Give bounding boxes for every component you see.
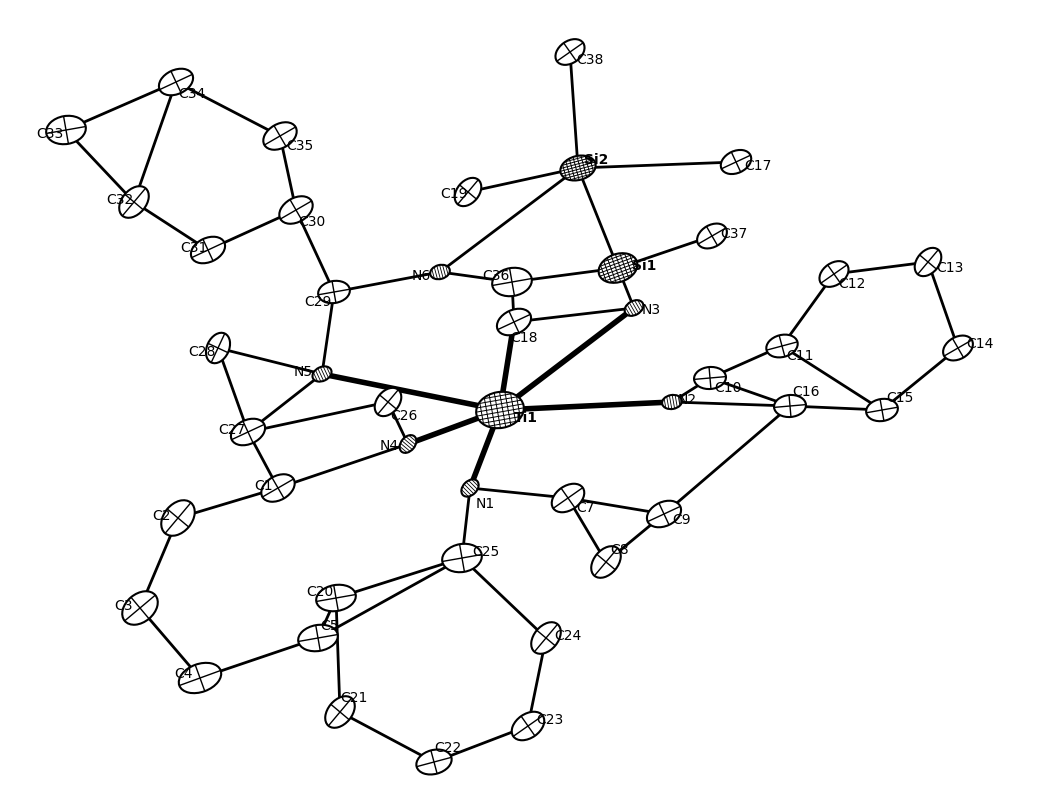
Text: C38: C38 bbox=[575, 53, 603, 67]
Text: N5: N5 bbox=[294, 365, 313, 379]
Ellipse shape bbox=[819, 261, 848, 287]
Ellipse shape bbox=[496, 308, 531, 336]
Text: C15: C15 bbox=[886, 391, 914, 405]
Text: C36: C36 bbox=[482, 269, 509, 283]
Text: C19: C19 bbox=[440, 187, 468, 201]
Text: C4: C4 bbox=[174, 667, 193, 681]
Ellipse shape bbox=[399, 435, 416, 453]
Ellipse shape bbox=[231, 419, 266, 445]
Ellipse shape bbox=[591, 547, 621, 578]
Text: C30: C30 bbox=[298, 215, 326, 229]
Text: C17: C17 bbox=[744, 159, 772, 173]
Text: N1: N1 bbox=[476, 497, 495, 511]
Ellipse shape bbox=[625, 300, 643, 316]
Text: C9: C9 bbox=[672, 513, 690, 527]
Ellipse shape bbox=[430, 264, 450, 279]
Text: C26: C26 bbox=[390, 409, 417, 423]
Text: C29: C29 bbox=[304, 295, 331, 309]
Text: C23: C23 bbox=[536, 713, 563, 727]
Ellipse shape bbox=[599, 253, 638, 283]
Text: N4: N4 bbox=[380, 439, 399, 453]
Text: Ti1: Ti1 bbox=[514, 411, 538, 425]
Text: C16: C16 bbox=[792, 385, 820, 399]
Ellipse shape bbox=[462, 479, 479, 497]
Text: C2: C2 bbox=[152, 509, 171, 523]
Ellipse shape bbox=[312, 367, 332, 382]
Ellipse shape bbox=[191, 237, 226, 264]
Ellipse shape bbox=[264, 122, 297, 149]
Ellipse shape bbox=[46, 116, 85, 144]
Ellipse shape bbox=[316, 585, 356, 611]
Text: C27: C27 bbox=[218, 423, 246, 437]
Ellipse shape bbox=[512, 712, 544, 740]
Ellipse shape bbox=[375, 388, 402, 416]
Ellipse shape bbox=[662, 395, 682, 409]
Text: C33: C33 bbox=[36, 127, 63, 141]
Ellipse shape bbox=[774, 395, 806, 417]
Text: C1: C1 bbox=[254, 479, 273, 493]
Ellipse shape bbox=[647, 501, 681, 527]
Ellipse shape bbox=[551, 483, 584, 512]
Ellipse shape bbox=[476, 392, 524, 428]
Ellipse shape bbox=[122, 591, 158, 625]
Text: C20: C20 bbox=[306, 585, 333, 599]
Text: C3: C3 bbox=[114, 599, 133, 613]
Ellipse shape bbox=[531, 622, 561, 654]
Text: C12: C12 bbox=[838, 277, 865, 291]
Text: C32: C32 bbox=[106, 193, 133, 207]
Ellipse shape bbox=[561, 156, 596, 181]
Text: Si1: Si1 bbox=[632, 259, 657, 273]
Ellipse shape bbox=[697, 224, 727, 248]
Text: C31: C31 bbox=[180, 241, 208, 255]
Text: N6: N6 bbox=[412, 269, 431, 283]
Text: C24: C24 bbox=[554, 629, 581, 643]
Text: C18: C18 bbox=[510, 331, 538, 345]
Text: C5: C5 bbox=[320, 619, 338, 633]
Ellipse shape bbox=[179, 663, 221, 694]
Text: C37: C37 bbox=[720, 227, 747, 241]
Ellipse shape bbox=[261, 475, 295, 502]
Text: C28: C28 bbox=[188, 345, 215, 359]
Text: C21: C21 bbox=[340, 691, 368, 705]
Ellipse shape bbox=[318, 280, 350, 303]
Ellipse shape bbox=[298, 625, 338, 651]
Ellipse shape bbox=[866, 399, 898, 421]
Text: C35: C35 bbox=[286, 139, 313, 153]
Text: N3: N3 bbox=[642, 303, 661, 317]
Text: C10: C10 bbox=[714, 381, 741, 395]
Ellipse shape bbox=[206, 332, 230, 364]
Ellipse shape bbox=[492, 268, 532, 296]
Ellipse shape bbox=[694, 367, 726, 389]
Ellipse shape bbox=[443, 544, 482, 572]
Ellipse shape bbox=[555, 39, 585, 65]
Ellipse shape bbox=[416, 749, 452, 774]
Text: C13: C13 bbox=[936, 261, 963, 275]
Ellipse shape bbox=[119, 186, 149, 218]
Ellipse shape bbox=[326, 696, 355, 728]
Ellipse shape bbox=[279, 197, 313, 224]
Text: C8: C8 bbox=[610, 543, 628, 557]
Text: C11: C11 bbox=[786, 349, 814, 363]
Text: C7: C7 bbox=[575, 501, 594, 515]
Ellipse shape bbox=[915, 248, 941, 276]
Text: C22: C22 bbox=[434, 741, 462, 755]
Ellipse shape bbox=[766, 335, 798, 357]
Ellipse shape bbox=[943, 336, 973, 360]
Text: C34: C34 bbox=[178, 87, 206, 101]
Ellipse shape bbox=[159, 69, 193, 95]
Text: Si2: Si2 bbox=[584, 153, 608, 167]
Text: C14: C14 bbox=[967, 337, 993, 351]
Text: C25: C25 bbox=[472, 545, 500, 559]
Text: N2: N2 bbox=[678, 393, 697, 407]
Ellipse shape bbox=[454, 178, 482, 206]
Ellipse shape bbox=[721, 150, 752, 174]
Ellipse shape bbox=[161, 500, 195, 536]
